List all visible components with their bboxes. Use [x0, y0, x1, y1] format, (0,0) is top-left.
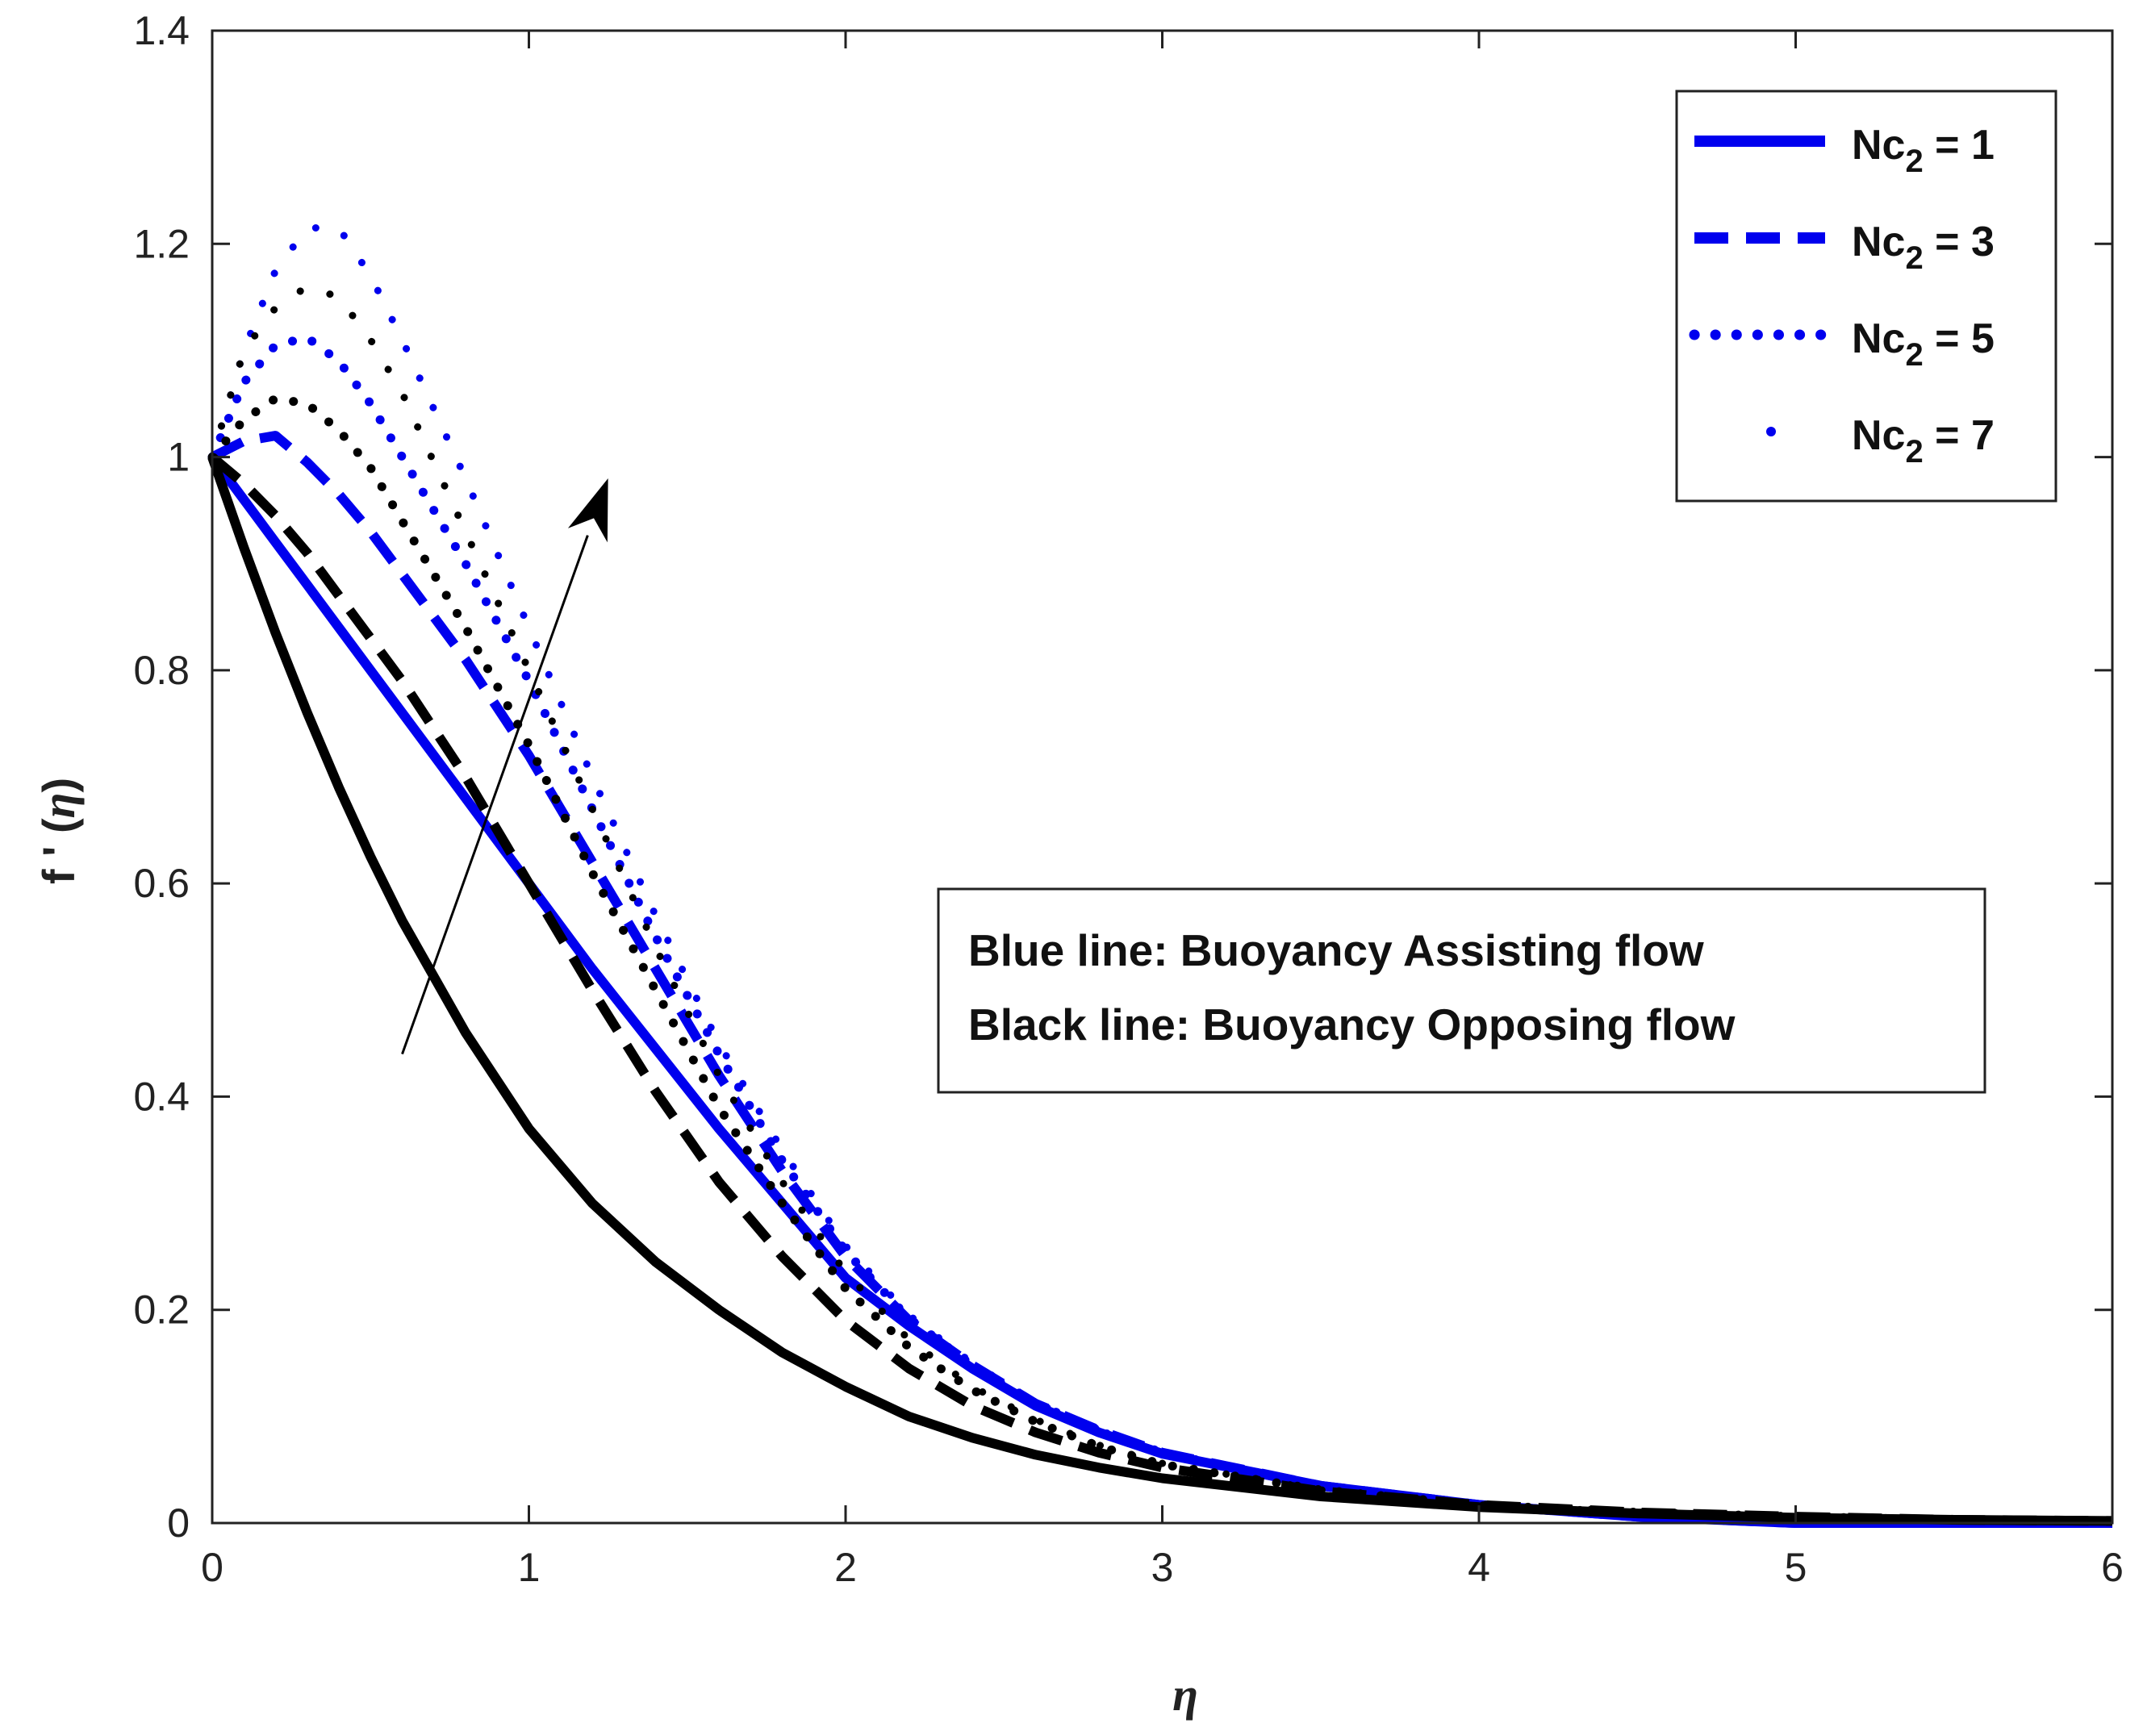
series-line-black-dotted: [207, 394, 2117, 1525]
legend-item-2: Nc2 = 3: [1852, 219, 1995, 276]
legend-item-1-sub: 2: [1905, 144, 1923, 179]
x-tick-labels: 0 1 2 3 4 5 6: [201, 1545, 2124, 1590]
legend-item-4-base: Nc: [1852, 412, 1905, 459]
x-tick-label-5: 5: [1785, 1545, 1807, 1590]
x-tick-label-3: 3: [1151, 1545, 1174, 1590]
x-axis-title: η: [1172, 1668, 1198, 1721]
legend-item-1-base: Nc: [1852, 122, 1905, 169]
trend-arrow-head: [567, 478, 608, 543]
legend-samples: [1689, 136, 1831, 436]
y-tick-label-7: 1.4: [133, 8, 190, 53]
legend-item-2-rest: = 3: [1924, 219, 1995, 265]
legend-item-3-sub: 2: [1905, 337, 1923, 373]
y-tick-label-1: 0.2: [133, 1287, 190, 1333]
legend-item-4-sub: 2: [1905, 434, 1923, 469]
trend-arrow: [401, 535, 589, 1055]
x-tick-label-0: 0: [201, 1545, 223, 1590]
y-tick-label-4: 0.8: [133, 648, 190, 693]
annotation-blue-line: Blue line: Buoyancy Assisting flow: [968, 925, 1704, 975]
series-line-blue-dotted: [207, 333, 2117, 1528]
annotation-frame: [937, 887, 1986, 1094]
legend-item-4: Nc2 = 7: [1852, 412, 1995, 469]
y-tick-label-0: 0: [167, 1500, 190, 1546]
legend-item-2-sub: 2: [1905, 240, 1923, 276]
y-axis-title-var: η: [32, 793, 85, 819]
x-tick-label-2: 2: [834, 1545, 857, 1590]
x-tick-label-1: 1: [518, 1545, 541, 1590]
axis-ticks: [211, 29, 2114, 1525]
legend-item-1-rest: = 1: [1924, 122, 1995, 169]
series-line-black-point: [208, 282, 2116, 1525]
legend: Nc2 = 1 Nc2 = 3 Nc2 = 5 Nc2 = 7: [1675, 90, 2057, 503]
legend-item-3-rest: = 5: [1924, 315, 1995, 362]
annotation-black-line: Black line: Buoyancy Opposing flow: [968, 999, 1736, 1050]
x-tick-label-4: 4: [1468, 1545, 1490, 1590]
annotation-box: Blue line: Buoyancy Assisting flow Black…: [937, 887, 1986, 1094]
x-tick-label-6: 6: [2101, 1545, 2124, 1590]
legend-item-3-base: Nc: [1852, 315, 1905, 362]
y-tick-label-6: 1.2: [133, 221, 190, 266]
y-tick-label-3: 0.6: [133, 861, 190, 906]
y-axis-title-text: f ' (: [33, 818, 84, 884]
legend-item-1: Nc2 = 1: [1852, 122, 1995, 179]
y-axis-title-close: ): [33, 778, 84, 793]
y-tick-label-2: 0.4: [133, 1074, 190, 1119]
legend-box: [1675, 90, 2057, 503]
y-axis-title: f ' (η): [32, 778, 85, 884]
y-tick-labels: 0 0.2 0.4 0.6 0.8 1 1.2 1.4: [133, 8, 190, 1546]
legend-item-2-base: Nc: [1852, 219, 1905, 265]
series-line-black-dashed: [209, 453, 2113, 1526]
legend-item-3: Nc2 = 5: [1852, 315, 1995, 373]
legend-sample-4: [1766, 427, 1776, 436]
legend-item-4-rest: = 7: [1924, 412, 1995, 459]
y-tick-label-5: 1: [167, 435, 190, 480]
